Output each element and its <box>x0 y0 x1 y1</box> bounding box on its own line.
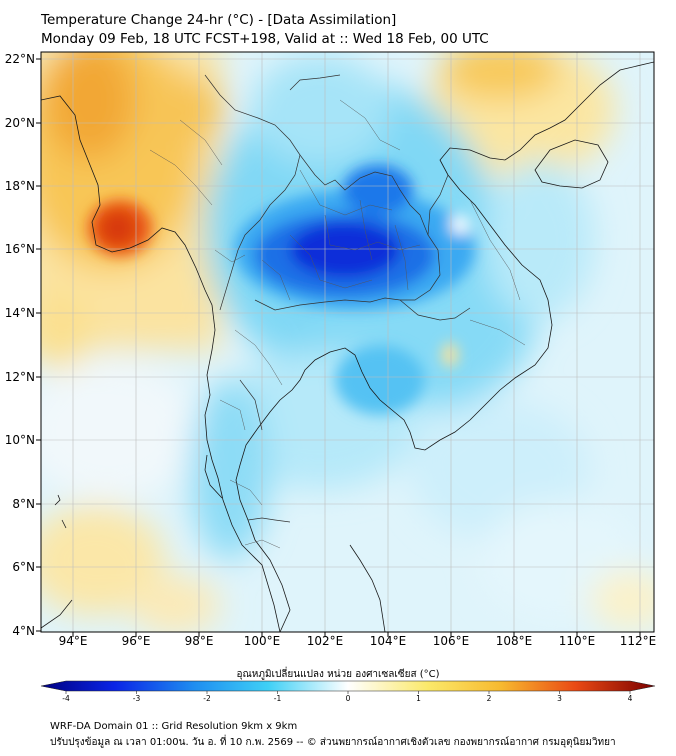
map-subtitle: Monday 09 Feb, 18 UTC FCST+198, Valid at… <box>41 31 489 47</box>
map-frame <box>40 51 655 633</box>
colorbar-tick-label: -3 <box>133 694 141 703</box>
lat-label: 20°N <box>5 116 35 130</box>
colorbar-scale <box>40 680 656 692</box>
lon-label: 112°E <box>620 634 657 648</box>
lon-label: 98°E <box>185 634 214 648</box>
colorbar-tick-label: 0 <box>346 694 351 703</box>
colorbar-title: อุณหภูมิเปลี่ยนแปลง หน่วย องศาเซลเซียส (… <box>236 669 440 680</box>
lon-label: 100°E <box>244 634 281 648</box>
lon-label: 104°E <box>370 634 407 648</box>
lon-label: 94°E <box>59 634 88 648</box>
lon-label: 108°E <box>496 634 533 648</box>
colorbar-tick-label: 3 <box>557 694 562 703</box>
lat-label: 8°N <box>12 497 35 511</box>
colorbar-tick-label: 4 <box>628 694 633 703</box>
country-borders <box>204 74 471 523</box>
footer-domain-info: WRF-DA Domain 01 :: Grid Resolution 9km … <box>50 721 298 732</box>
lat-label: 18°N <box>5 179 35 193</box>
colorbar-tick-label: 2 <box>487 694 492 703</box>
coastlines <box>41 61 654 632</box>
colorbar-labels: -4 -3 -2 -1 0 1 2 3 4 <box>62 694 632 703</box>
axis-ticks <box>36 58 641 637</box>
lat-label: 4°N <box>12 624 35 638</box>
footer-credit: ปรับปรุงข้อมูล ณ เวลา 01:00น. วัน อ. ที่… <box>50 737 616 748</box>
lon-label: 106°E <box>433 634 470 648</box>
lat-label: 14°N <box>5 306 35 320</box>
lon-label: 110°E <box>559 634 596 648</box>
colorbar-tick-label: -1 <box>274 694 282 703</box>
colorbar: -4 -3 -2 -1 0 1 2 3 4 <box>40 680 656 703</box>
lat-label: 22°N <box>5 52 35 66</box>
colorbar-tick-label: 1 <box>416 694 421 703</box>
province-borders <box>149 99 526 549</box>
lat-label: 12°N <box>5 370 35 384</box>
graticule <box>41 52 654 632</box>
colorbar-ticks <box>65 691 631 694</box>
lat-label: 16°N <box>5 242 35 256</box>
lat-label: 6°N <box>12 560 35 574</box>
lon-label: 96°E <box>122 634 151 648</box>
latitude-labels: 22°N 20°N 18°N 16°N 14°N 12°N 10°N 8°N 6… <box>5 52 35 638</box>
colorbar-tick-label: -2 <box>203 694 211 703</box>
temperature-field <box>41 52 654 632</box>
longitude-labels: 94°E 96°E 98°E 100°E 102°E 104°E 106°E 1… <box>59 634 657 648</box>
lat-label: 10°N <box>5 433 35 447</box>
colorbar-tick-label: -4 <box>62 694 70 703</box>
map-title: Temperature Change 24-hr (°C) - [Data As… <box>41 12 397 28</box>
lon-label: 102°E <box>307 634 344 648</box>
